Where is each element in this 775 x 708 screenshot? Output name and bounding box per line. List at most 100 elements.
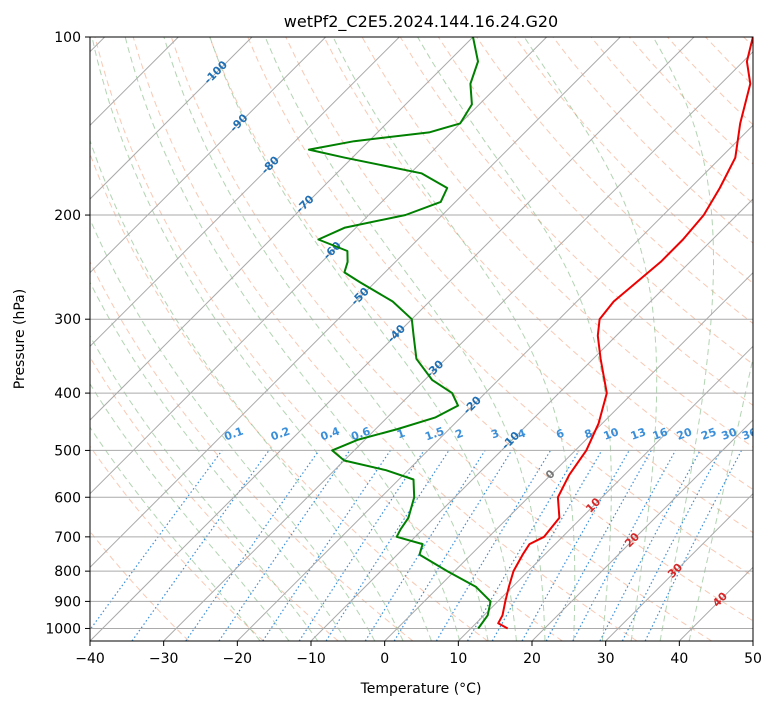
isotherm-grid-line [531, 419, 753, 641]
isotherm-grid-line [605, 492, 753, 641]
mixing-ratio-label: 2 [453, 427, 465, 442]
plot-frame [89, 36, 754, 642]
mixing-ratio-label: 0.4 [319, 424, 342, 443]
isotherm-grid-line [752, 640, 753, 641]
y-tick-label: 100 [54, 30, 81, 46]
x-tick-label: 50 [744, 651, 762, 667]
plot-background [90, 37, 753, 641]
mixing-ratio-line [90, 450, 223, 631]
isotherm-grid-line [90, 37, 621, 569]
mixing-ratio-line [545, 450, 652, 641]
mixing-ratio-label: 30 [720, 425, 739, 443]
mixing-ratio-label: 6 [554, 427, 566, 442]
mixing-ratio-line [262, 450, 391, 641]
dry-adiabat-line [209, 37, 753, 622]
x-tick-label: −10 [296, 651, 326, 667]
moist-adiabat-line [90, 426, 261, 641]
mixing-ratio-line [572, 450, 677, 641]
x-tick-label: −30 [149, 651, 179, 667]
x-tick-label: −20 [223, 651, 253, 667]
isotherm-grid-line [90, 37, 327, 274]
y-tick-label: 900 [54, 594, 81, 610]
mixing-ratio-label: 8 [583, 427, 595, 442]
isotherm-grid-line [236, 124, 753, 641]
x-tick-label: 0 [380, 651, 389, 667]
mixing-ratio-line [644, 450, 743, 641]
background-lines [90, 37, 753, 641]
moist-adiabat-line [124, 37, 461, 641]
y-tick-label: 300 [54, 312, 81, 328]
mixing-ratio-line [298, 450, 425, 641]
moist-adiabat-line [209, 37, 517, 641]
moist-adiabat-line [417, 37, 612, 641]
mixing-ratio-label: 20 [675, 425, 694, 443]
mixing-ratio-label: 1.5 [423, 425, 446, 444]
mixing-ratio-label: 1 [395, 427, 407, 442]
dry-adiabat-line [514, 37, 753, 284]
moist-adiabat-line [90, 138, 404, 641]
x-tick-label: −40 [75, 651, 105, 667]
moist-adiabat-line [688, 355, 753, 641]
profiles [307, 37, 753, 630]
mixing-ratio-label: 0.6 [349, 424, 372, 443]
dry-adiabat-line [476, 37, 753, 325]
dry-adiabat-line [90, 356, 339, 641]
y-tick-label: 400 [54, 386, 81, 402]
mixing-ratio-line [521, 450, 630, 641]
isotherm-grid-line [457, 345, 753, 641]
x-axis-label: Temperature (°C) [360, 681, 482, 697]
isotherm-grid-line [163, 50, 753, 641]
mixing-ratio-label: 36 [740, 425, 759, 443]
dry-adiabat-line [94, 37, 563, 641]
y-tick-label: 800 [54, 564, 81, 580]
isotherm-grid-line [90, 37, 400, 348]
chart-title: wetPf2_C2E5.2024.144.16.24.G20 [284, 12, 558, 32]
dewpoint-line [307, 37, 492, 630]
x-tick-label: 20 [523, 651, 541, 667]
mixing-ratio-label: 3 [489, 427, 501, 442]
x-tick-label: 30 [597, 651, 615, 667]
mixing-ratio-label: 0.2 [269, 425, 292, 444]
temperature-line [497, 37, 753, 630]
y-tick-label: 200 [54, 208, 81, 224]
dry-adiabat-line [323, 37, 753, 491]
x-tick-label: 10 [449, 651, 467, 667]
dry-adiabat-line [170, 37, 712, 641]
moist-adiabat-line [90, 217, 376, 641]
mixing-ratio-line [325, 450, 450, 641]
y-tick-label: 600 [54, 490, 81, 506]
mixing-ratio-label: 10 [602, 425, 621, 443]
moist-adiabat-line [523, 37, 658, 641]
dry-adiabat-line [285, 37, 753, 534]
y-tick-label: 700 [54, 530, 81, 546]
mixing-ratio-label: 4 [516, 427, 528, 442]
y-axis-label: Pressure (hPa) [12, 289, 28, 389]
isotherm-grid-line [90, 37, 253, 200]
dry-adiabat-line [90, 260, 414, 641]
mixing-ratio-label: 13 [629, 425, 648, 442]
mixing-ratio-line [218, 450, 351, 641]
moist-adiabat-line [163, 37, 489, 641]
y-tick-label: 1000 [45, 621, 81, 637]
isotherm-grid-line [384, 271, 753, 641]
moist-adiabat-line [264, 37, 546, 641]
x-tick-label: 40 [670, 651, 688, 667]
mixing-ratio-label: 16 [651, 425, 670, 443]
mixing-ratio-label: 0.1 [222, 425, 245, 444]
dry-adiabat-line [90, 445, 264, 641]
isotherm-grid-line [90, 37, 474, 421]
dry-adiabat-line [247, 37, 753, 577]
moist-adiabat-line [652, 37, 714, 641]
isotherm-grid-line [90, 37, 548, 495]
isotherm-grid-line [90, 37, 695, 641]
moist-adiabat-line [91, 37, 432, 641]
moist-adiabat-line [90, 281, 347, 641]
moist-adiabat-line [90, 382, 290, 641]
mixing-ratio-label: 25 [699, 425, 718, 442]
moist-adiabat-line [90, 335, 319, 641]
axes: −40 −30 −20 −10 0 10 20 30 40 5010020030040050060… [45, 30, 762, 667]
mixing-ratio-line [185, 450, 320, 641]
y-tick-label: 500 [54, 443, 81, 459]
mixing-ratio-line [621, 450, 722, 641]
